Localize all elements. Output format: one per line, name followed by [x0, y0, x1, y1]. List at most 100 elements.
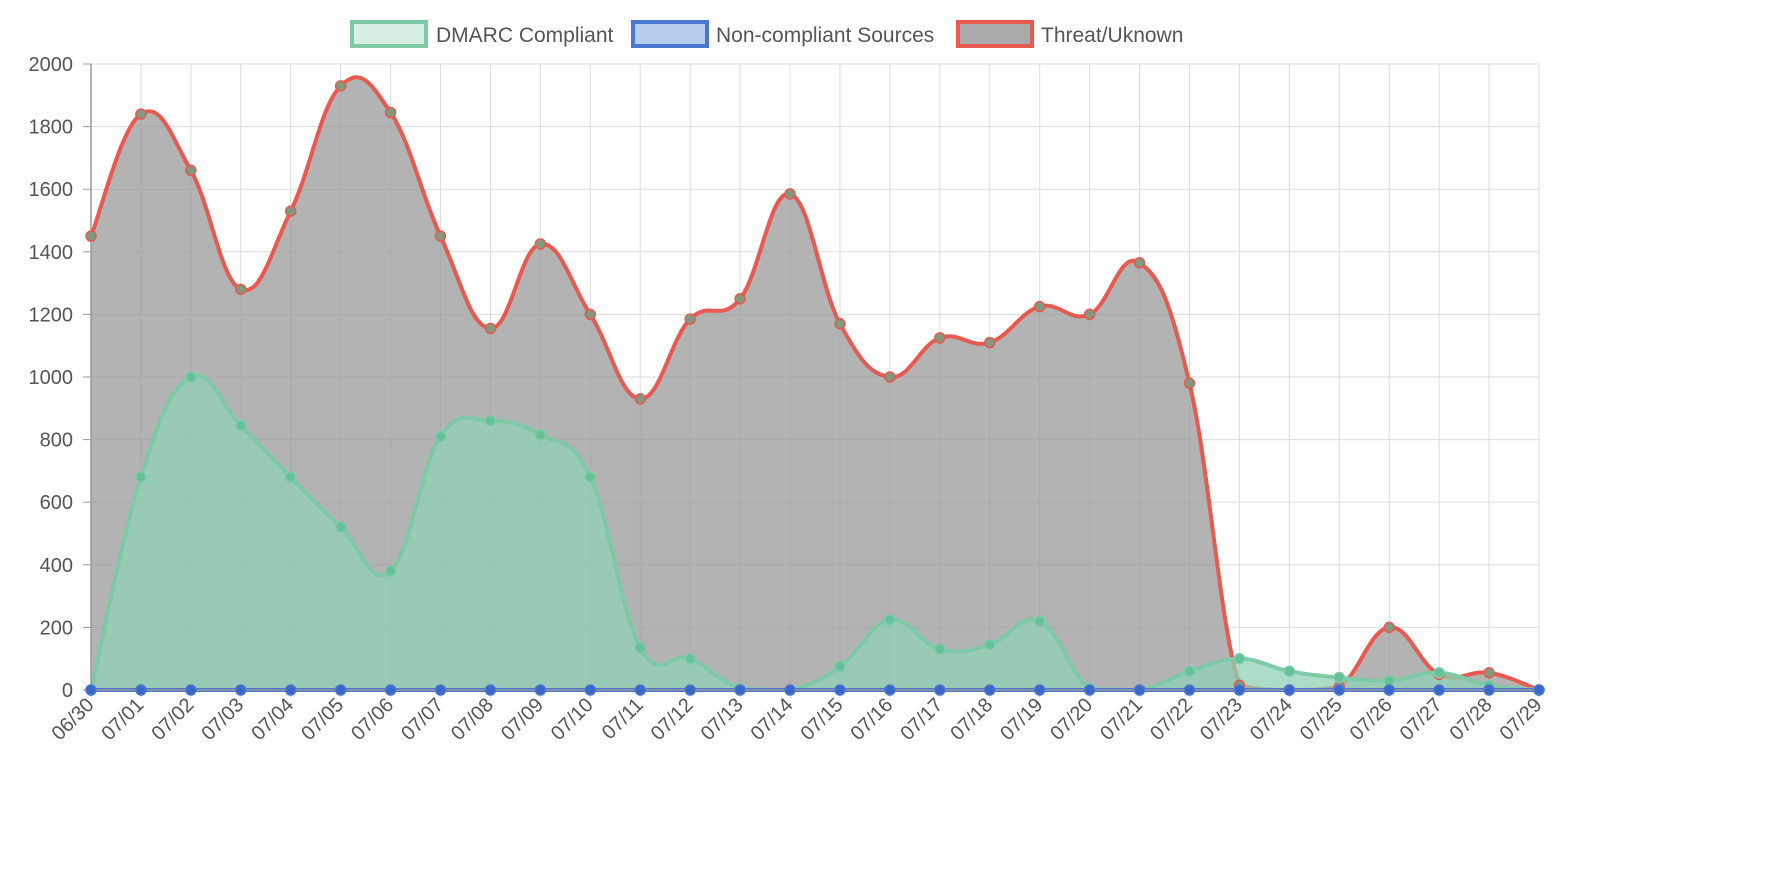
- y-tick-label: 200: [40, 617, 73, 639]
- data-point[interactable]: [884, 613, 896, 626]
- legend-item[interactable]: Non-compliant Sources: [631, 20, 934, 48]
- data-point[interactable]: [484, 322, 497, 335]
- data-point[interactable]: [235, 419, 247, 432]
- x-tick-label: 07/27: [1396, 694, 1447, 745]
- data-point[interactable]: [284, 471, 297, 483]
- data-point[interactable]: [1533, 684, 1545, 696]
- data-point[interactable]: [1033, 684, 1046, 696]
- data-point[interactable]: [1083, 308, 1096, 321]
- data-point[interactable]: [1333, 684, 1346, 696]
- data-point[interactable]: [434, 684, 447, 696]
- data-point[interactable]: [534, 429, 547, 441]
- data-point[interactable]: [534, 238, 547, 250]
- x-tick-label: 07/23: [1196, 694, 1247, 745]
- data-point[interactable]: [834, 318, 846, 330]
- data-point[interactable]: [185, 684, 197, 696]
- legend-item[interactable]: DMARC Compliant: [350, 20, 614, 48]
- data-point[interactable]: [1383, 621, 1395, 634]
- data-point[interactable]: [1383, 674, 1395, 687]
- data-point[interactable]: [634, 684, 646, 696]
- data-point[interactable]: [1133, 684, 1146, 696]
- data-point[interactable]: [584, 308, 597, 321]
- data-point[interactable]: [1233, 684, 1246, 696]
- data-point[interactable]: [1483, 667, 1495, 679]
- data-point[interactable]: [584, 471, 597, 483]
- data-point[interactable]: [884, 684, 896, 696]
- data-point[interactable]: [384, 106, 397, 119]
- data-point[interactable]: [334, 80, 347, 92]
- y-tick-label: 1200: [29, 304, 74, 326]
- data-point[interactable]: [784, 684, 796, 696]
- data-point[interactable]: [85, 684, 97, 696]
- data-point[interactable]: [934, 332, 946, 344]
- data-point[interactable]: [1183, 377, 1196, 390]
- x-tick-label: 07/22: [1146, 694, 1197, 745]
- data-point[interactable]: [1383, 684, 1395, 696]
- data-point[interactable]: [235, 283, 247, 296]
- data-point[interactable]: [434, 230, 447, 242]
- data-point[interactable]: [284, 205, 297, 217]
- x-tick-label: 07/17: [896, 694, 947, 745]
- data-point[interactable]: [135, 471, 147, 483]
- data-point[interactable]: [1133, 257, 1146, 269]
- x-tick-label: 07/20: [1046, 694, 1097, 745]
- data-point[interactable]: [334, 684, 347, 696]
- legend-label: DMARC Compliant: [436, 24, 614, 47]
- x-tick-label: 07/29: [1496, 694, 1547, 745]
- data-point[interactable]: [334, 521, 347, 533]
- data-point[interactable]: [284, 684, 297, 696]
- data-point[interactable]: [934, 643, 946, 656]
- data-point[interactable]: [185, 164, 197, 177]
- x-tick-label: 07/24: [1246, 694, 1297, 745]
- data-point[interactable]: [684, 684, 696, 696]
- data-point[interactable]: [1233, 652, 1246, 665]
- x-tick-label: 07/11: [598, 694, 648, 744]
- data-point[interactable]: [834, 660, 846, 673]
- data-point[interactable]: [634, 393, 646, 405]
- data-point[interactable]: [484, 684, 497, 696]
- data-point[interactable]: [135, 684, 147, 696]
- data-point[interactable]: [934, 684, 946, 696]
- data-point[interactable]: [1033, 615, 1046, 627]
- data-point[interactable]: [1033, 300, 1046, 313]
- data-point[interactable]: [584, 684, 597, 696]
- legend-swatch: [350, 20, 428, 48]
- series-points: [85, 80, 1545, 696]
- data-point[interactable]: [1333, 671, 1346, 684]
- data-point[interactable]: [734, 684, 746, 696]
- data-point[interactable]: [135, 108, 147, 120]
- data-point[interactable]: [1183, 665, 1196, 677]
- data-point[interactable]: [1433, 667, 1445, 679]
- data-point[interactable]: [534, 684, 547, 696]
- data-point[interactable]: [1483, 684, 1495, 696]
- data-point[interactable]: [185, 371, 197, 383]
- data-point[interactable]: [984, 638, 996, 651]
- data-point[interactable]: [834, 684, 846, 696]
- data-point[interactable]: [734, 293, 746, 305]
- data-point[interactable]: [984, 684, 996, 696]
- data-point[interactable]: [1433, 684, 1445, 696]
- data-point[interactable]: [784, 188, 796, 200]
- y-tick-label: 1400: [29, 242, 74, 264]
- data-point[interactable]: [1183, 684, 1196, 696]
- data-point[interactable]: [1283, 665, 1296, 677]
- data-point[interactable]: [984, 336, 996, 349]
- x-tick-label: 07/15: [797, 694, 848, 745]
- data-point[interactable]: [384, 565, 397, 577]
- data-point[interactable]: [384, 684, 397, 696]
- y-tick-label: 1000: [29, 367, 74, 389]
- data-point[interactable]: [634, 641, 646, 654]
- data-point[interactable]: [1283, 684, 1296, 696]
- data-point[interactable]: [684, 652, 696, 665]
- x-tick-label: 07/07: [397, 694, 448, 745]
- x-tick-label: 07/16: [846, 694, 897, 745]
- data-point[interactable]: [684, 313, 696, 325]
- data-point[interactable]: [484, 415, 497, 427]
- data-point[interactable]: [235, 684, 247, 696]
- data-point[interactable]: [434, 430, 447, 443]
- data-point[interactable]: [1083, 684, 1096, 696]
- legend[interactable]: DMARC Compliant Non-compliant Sources Thre…: [350, 20, 1183, 48]
- data-point[interactable]: [85, 230, 97, 242]
- legend-item[interactable]: Threat/Uknown: [956, 20, 1183, 48]
- data-point[interactable]: [884, 371, 896, 383]
